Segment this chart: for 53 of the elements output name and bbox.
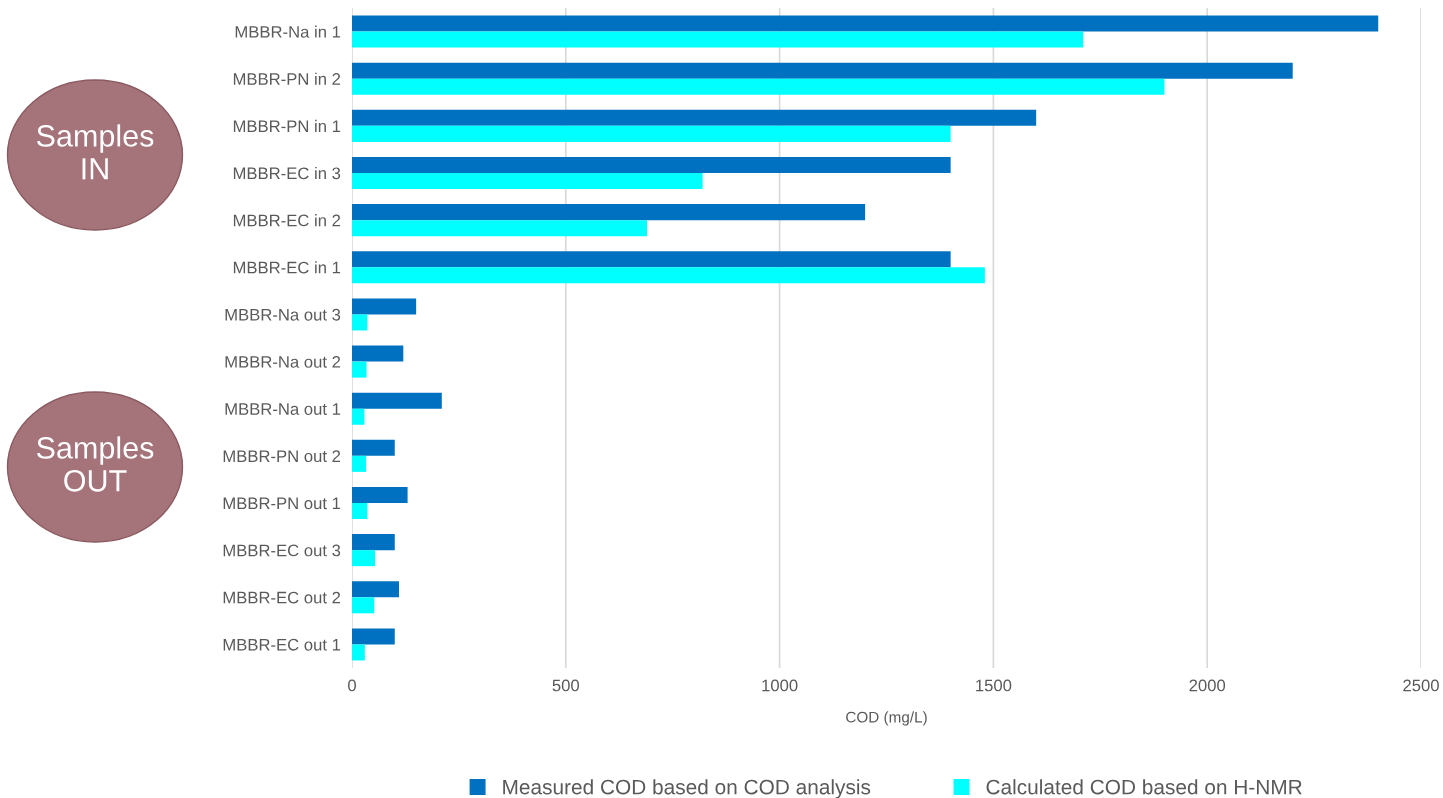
bar bbox=[352, 439, 395, 456]
text: Samples OUT bbox=[36, 436, 154, 492]
x-tick-label: 1000 bbox=[762, 679, 798, 692]
x-tick-label: 1500 bbox=[976, 679, 1012, 692]
bar bbox=[352, 62, 1293, 79]
bar bbox=[352, 204, 866, 221]
y-tick-label: MBBR-PN in 1 bbox=[233, 119, 341, 132]
y-tick-label: MBBR-PN out 1 bbox=[223, 497, 341, 510]
bar bbox=[352, 251, 951, 268]
x-tick-label: 500 bbox=[552, 679, 580, 692]
bar bbox=[352, 125, 951, 142]
y-tick-label: MBBR-EC out 1 bbox=[223, 638, 341, 651]
y-tick-label: MBBR-Na out 1 bbox=[225, 403, 341, 415]
x-tick-label: 2500 bbox=[1403, 679, 1439, 692]
bar bbox=[352, 361, 367, 378]
bar bbox=[352, 345, 404, 362]
y-tick-label: MBBR-EC out 3 bbox=[223, 544, 341, 557]
bar bbox=[352, 486, 408, 503]
bar bbox=[352, 267, 985, 284]
x-axis-title: COD (mg/L) bbox=[846, 711, 927, 726]
y-tick-label: MBBR-EC in 2 bbox=[233, 214, 341, 227]
bar bbox=[352, 550, 376, 567]
y-tick-label: MBBR-PN in 2 bbox=[233, 72, 341, 85]
y-tick-label: MBBR-EC in 1 bbox=[233, 261, 341, 274]
legend-label: Calculated COD based on H-NMR bbox=[986, 779, 1302, 795]
bar bbox=[352, 109, 1037, 126]
bar bbox=[352, 298, 417, 315]
y-tick-label: MBBR-EC out 2 bbox=[223, 591, 341, 604]
y-tick-label: MBBR-Na in 1 bbox=[235, 25, 341, 38]
bar bbox=[352, 392, 442, 409]
bar bbox=[352, 15, 1379, 32]
x-tick-label: 0 bbox=[348, 679, 356, 692]
x-tick-label: 2000 bbox=[1189, 679, 1226, 692]
bar bbox=[352, 408, 365, 425]
bar bbox=[352, 31, 1084, 48]
bar bbox=[352, 534, 395, 551]
bar bbox=[352, 78, 1165, 95]
y-tick-label: MBBR-PN out 2 bbox=[223, 450, 341, 463]
y-tick-label: MBBR-EC in 3 bbox=[233, 166, 341, 180]
bar bbox=[352, 628, 395, 645]
text: Samples IN bbox=[36, 124, 154, 180]
bar bbox=[352, 314, 368, 331]
legend-label: Measured COD based on COD analysis bbox=[503, 779, 871, 798]
bar bbox=[352, 581, 400, 598]
bar bbox=[352, 173, 703, 190]
bar bbox=[352, 644, 365, 661]
bar bbox=[352, 156, 951, 173]
y-tick-label: MBBR-Na out 2 bbox=[225, 355, 341, 368]
bar bbox=[352, 220, 648, 237]
bar bbox=[352, 597, 375, 614]
bar bbox=[352, 503, 368, 520]
bar bbox=[352, 455, 367, 472]
y-tick-label: MBBR-Na out 3 bbox=[225, 308, 341, 321]
